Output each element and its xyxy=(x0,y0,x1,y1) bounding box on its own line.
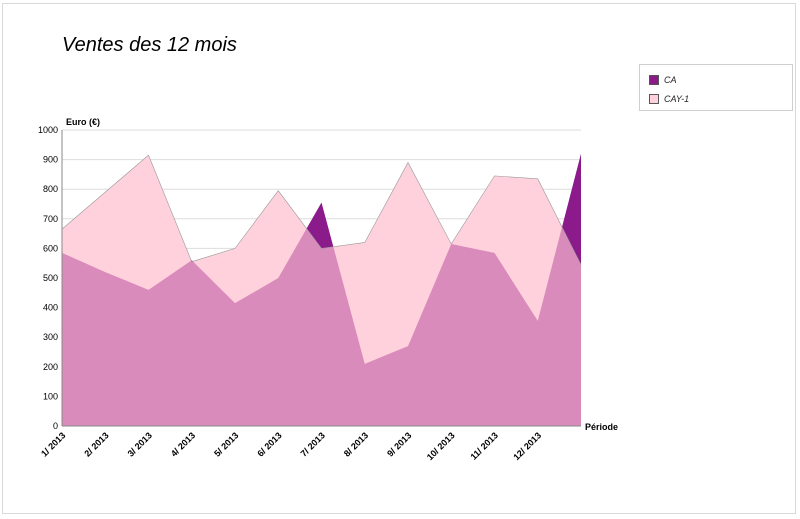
legend: CA CAY-1 xyxy=(639,64,793,111)
x-tick-label-8: 8/ 2013 xyxy=(342,430,370,458)
y-tick-label-800: 800 xyxy=(43,184,58,194)
legend-item-ca: CA xyxy=(649,74,677,86)
legend-label-cay-1: CAY-1 xyxy=(664,94,690,104)
x-tick-label-7: 7/ 2013 xyxy=(299,430,327,458)
y-tick-label-400: 400 xyxy=(43,303,58,313)
y-tick-label-900: 900 xyxy=(43,155,58,165)
y-tick-label-700: 700 xyxy=(43,214,58,224)
x-tick-label-1: 1/ 2013 xyxy=(39,430,67,458)
chart-frame xyxy=(2,3,796,514)
y-tick-label-200: 200 xyxy=(43,362,58,372)
y-tick-label-600: 600 xyxy=(43,243,58,253)
y-tick-label-1000: 1000 xyxy=(38,125,58,135)
x-tick-label-12: 12/ 2013 xyxy=(511,430,543,462)
chart-title: Ventes des 12 mois xyxy=(62,34,237,56)
legend-item-cay-1: CAY-1 xyxy=(649,93,689,105)
y-tick-label-300: 300 xyxy=(43,332,58,342)
y-tick-label-500: 500 xyxy=(43,273,58,283)
x-tick-label-5: 5/ 2013 xyxy=(212,430,240,458)
x-tick-label-4: 4/ 2013 xyxy=(169,430,197,458)
x-axis-label: Période xyxy=(585,422,618,432)
y-tick-label-0: 0 xyxy=(53,421,58,431)
legend-label-ca: CA xyxy=(664,75,677,85)
x-tick-label-11: 11/ 2013 xyxy=(468,430,499,461)
legend-swatch-ca xyxy=(649,75,659,85)
y-tick-label-100: 100 xyxy=(43,391,58,401)
x-tick-label-2: 2/ 2013 xyxy=(82,430,110,458)
x-tick-label-3: 3/ 2013 xyxy=(126,430,154,458)
legend-swatch-cay-1 xyxy=(649,94,659,104)
x-tick-label-9: 9/ 2013 xyxy=(385,430,413,458)
y-axis-label: Euro (€) xyxy=(66,117,100,127)
series-overlap-area xyxy=(62,155,581,426)
series-line-cay-1 xyxy=(61,154,582,265)
x-tick-label-10: 10/ 2013 xyxy=(425,430,457,462)
x-tick-label-6: 6/ 2013 xyxy=(255,430,283,458)
